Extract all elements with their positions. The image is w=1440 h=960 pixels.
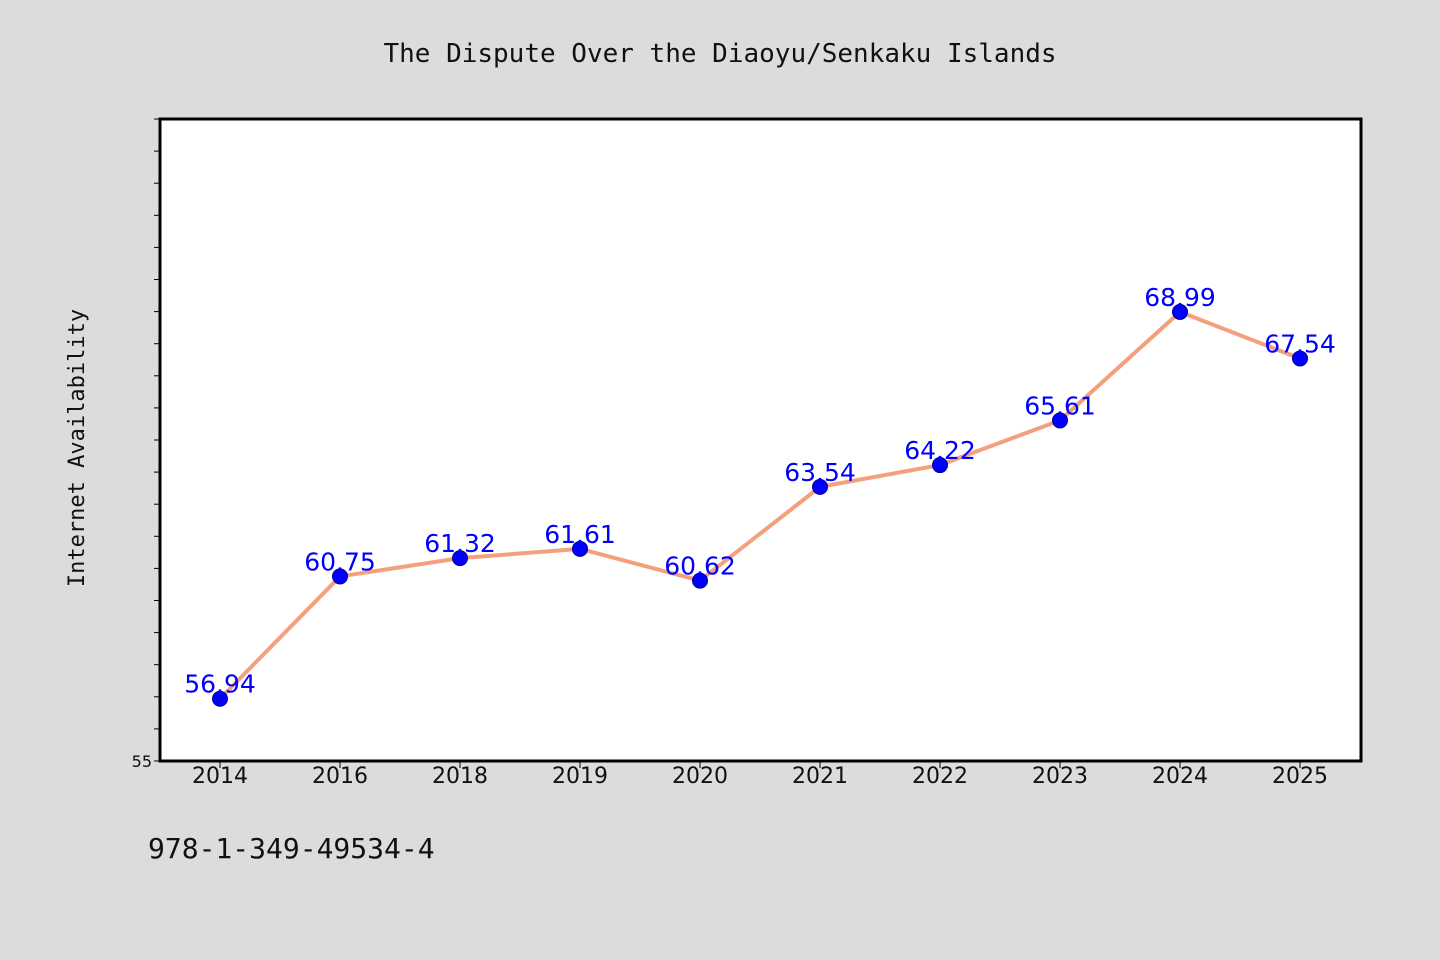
series-line: [218, 309, 1301, 701]
data-label: 60.75: [304, 547, 376, 576]
data-label: 64.22: [904, 436, 976, 465]
data-point: [212, 690, 228, 707]
data-point: [932, 457, 948, 474]
data-point: [572, 540, 588, 557]
x-tick-label: 2014: [192, 764, 248, 789]
data-label: 61.61: [544, 520, 616, 549]
y-axis-label: Internet Availability: [65, 309, 90, 587]
data-point: [1172, 303, 1188, 320]
data-label: 61.32: [424, 529, 496, 558]
x-tick-label: 2019: [552, 764, 608, 789]
data-label: 60.62: [664, 552, 736, 581]
data-point: [452, 550, 468, 567]
x-tick-label: 2021: [792, 764, 848, 789]
x-tick-label: 2016: [312, 764, 368, 789]
plot-area: [158, 117, 1363, 763]
x-tick-label: 2024: [1152, 764, 1208, 789]
data-series: 56.94 60.75 61.32 61.61 60.62 63.54 64.22 65.61…: [184, 283, 1336, 707]
x-tick-label: 2020: [672, 764, 728, 789]
data-label: 63.54: [784, 458, 856, 487]
data-point: [1292, 350, 1308, 367]
isbn-number: 978-1-349-49534-4: [148, 832, 435, 865]
x-tick-label: 2023: [1032, 764, 1088, 789]
data-point: [812, 478, 828, 495]
y-tick-label: 55: [132, 752, 152, 771]
x-axis-ticks: 2014 2016 2018 2019 2020 2021 2022 2023 2024 2025: [192, 761, 1328, 789]
data-point: [1052, 412, 1068, 429]
data-label: 65.61: [1024, 391, 1096, 420]
chart-title: The Dispute Over the Diaoyu/Senkaku Isla…: [383, 39, 1056, 69]
data-point: [332, 568, 348, 585]
data-point: [692, 572, 708, 589]
data-label: 68.99: [1144, 283, 1216, 312]
data-label: 56.94: [184, 670, 256, 699]
x-tick-label: 2022: [912, 764, 968, 789]
x-tick-label: 2018: [432, 764, 488, 789]
data-label: 67.54: [1264, 329, 1336, 358]
x-tick-label: 2025: [1272, 764, 1328, 789]
y-axis-ticks: 55: [132, 118, 160, 771]
